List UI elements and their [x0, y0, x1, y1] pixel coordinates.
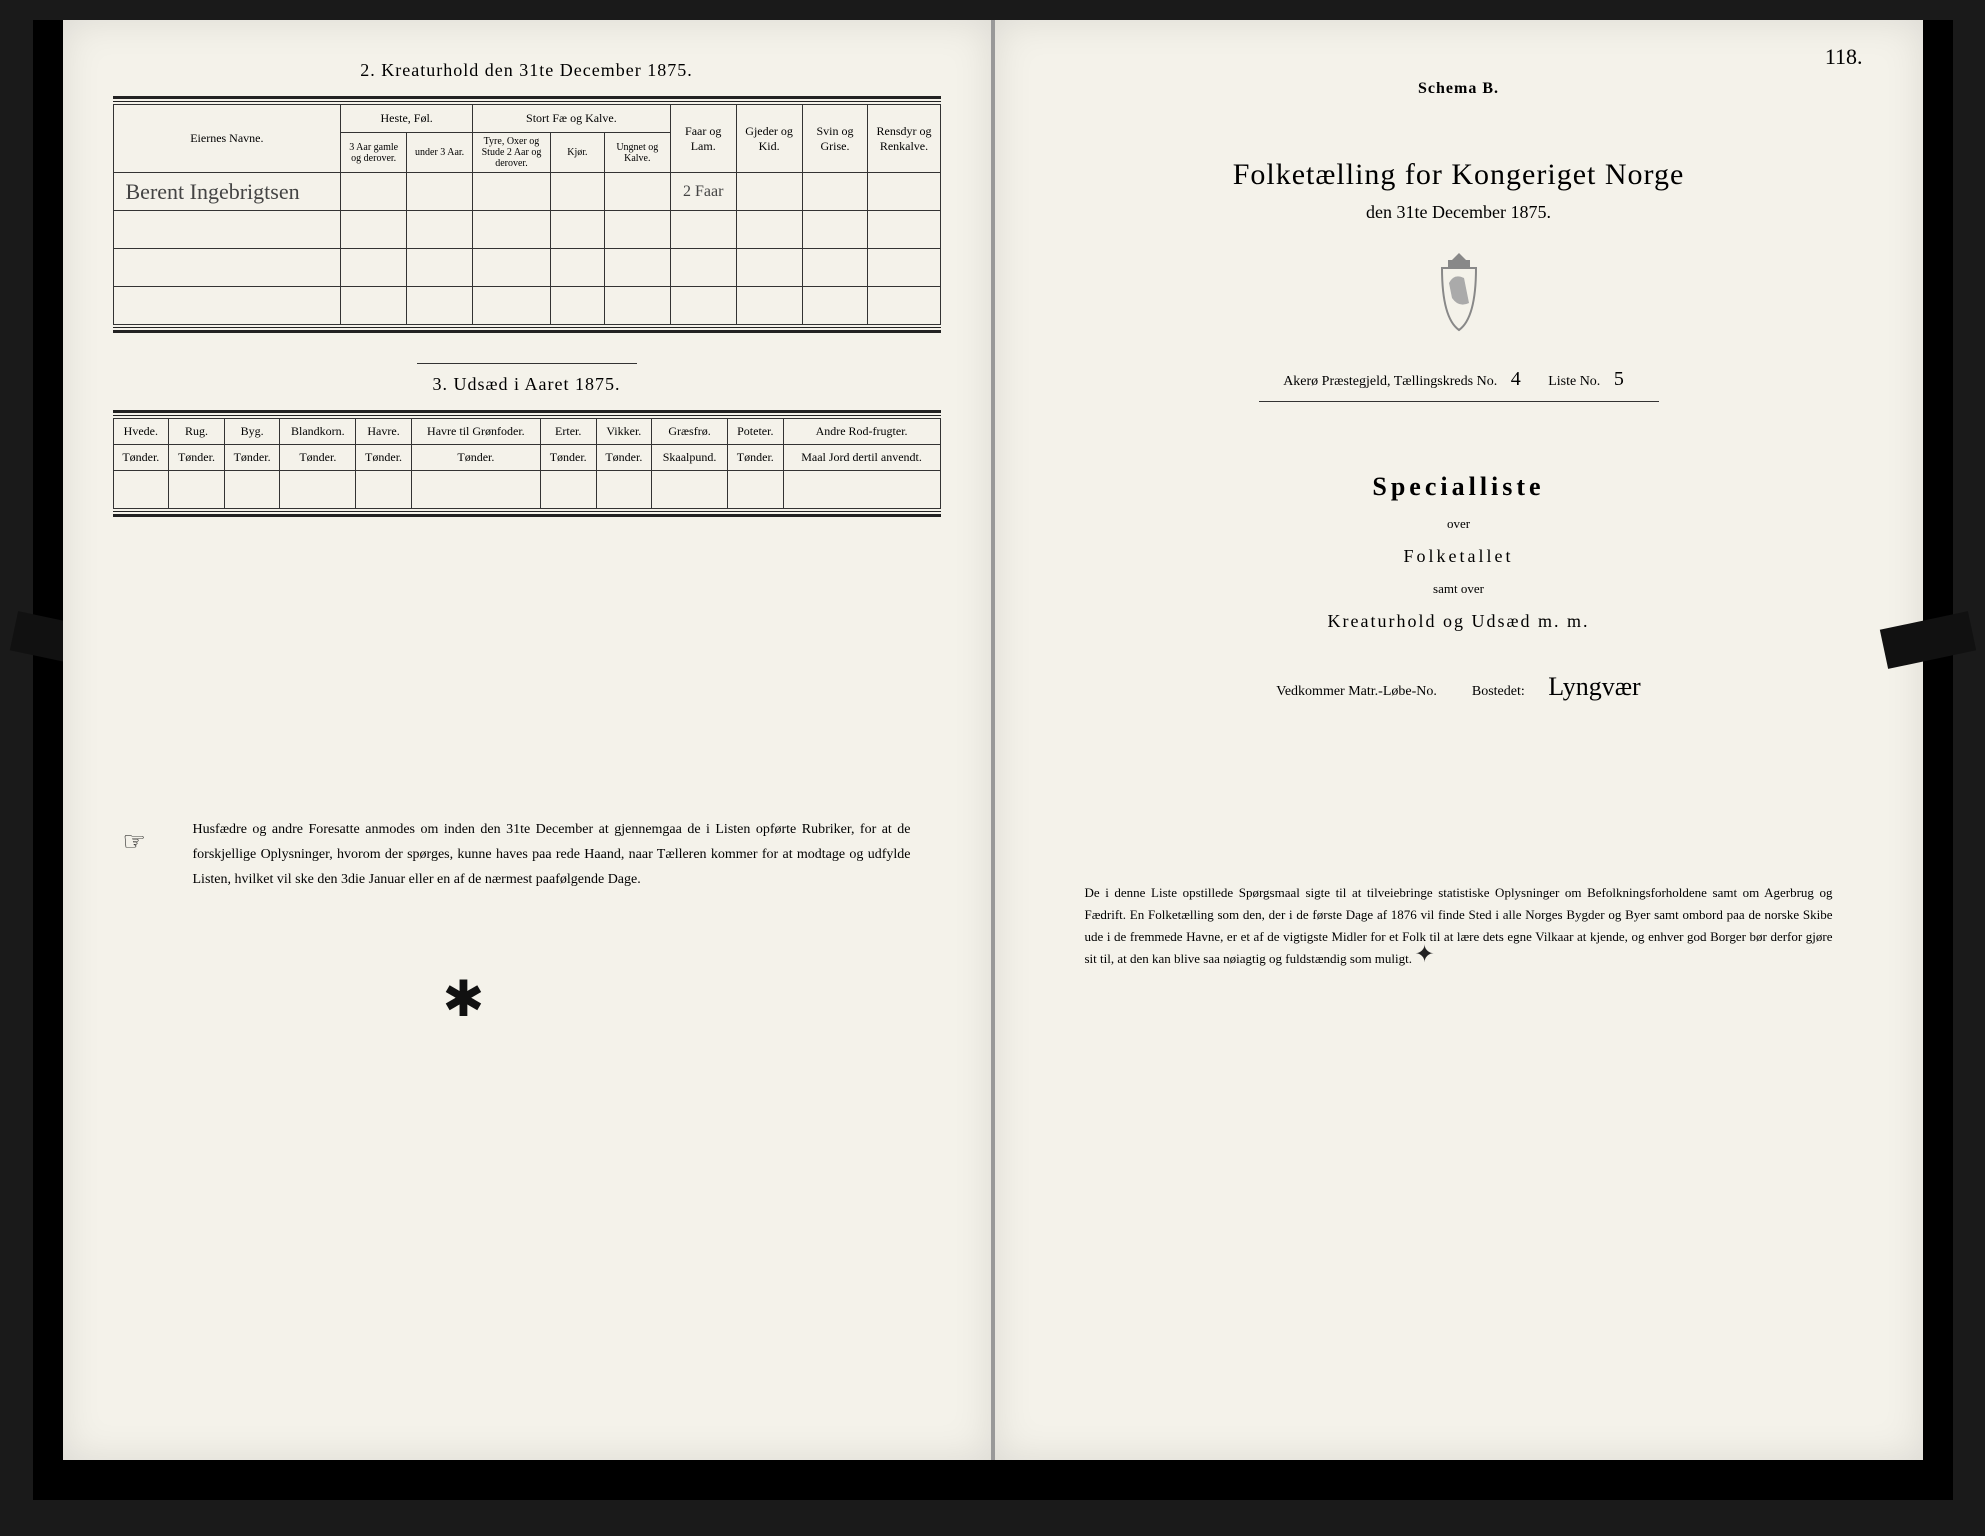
c6: Havre til Grønfoder. — [411, 419, 540, 445]
cell — [341, 173, 407, 211]
c2: Rug. — [169, 419, 225, 445]
c10: Poteter. — [727, 419, 783, 445]
liste-label: Liste No. — [1548, 374, 1600, 389]
u11: Maal Jord dertil anvendt. — [783, 445, 940, 471]
sub-stort-3: Ungnet og Kalve. — [604, 133, 670, 173]
footer-note-right: De i denne Liste opstillede Spørgsmaal s… — [1045, 882, 1873, 970]
cell — [113, 211, 341, 249]
table-row — [113, 249, 940, 287]
cell — [868, 173, 940, 211]
u1: Tønder. — [113, 445, 169, 471]
meta-prefix: Akerø Præstegjeld, Tællingskreds No. — [1283, 374, 1497, 389]
col-faar: Faar og Lam. — [670, 105, 736, 173]
u3: Tønder. — [224, 445, 280, 471]
sub-heste-2: under 3 Aar. — [407, 133, 473, 173]
rule — [113, 514, 941, 517]
u6: Tønder. — [411, 445, 540, 471]
vedkommer-line: Vedkommer Matr.-Løbe-No. Bostedet: Lyngv… — [1045, 672, 1873, 702]
ink-smudge: ✦ — [1415, 940, 1435, 969]
sub-heste-1: 3 Aar gamle og derover. — [341, 133, 407, 173]
divider — [417, 363, 637, 364]
c9: Græsfrø. — [652, 419, 728, 445]
folketallet-label: Folketallet — [1045, 546, 1873, 567]
right-page: 118. Schema B. Folketælling for Kongerig… — [993, 20, 1923, 1460]
sub-stort-1: Tyre, Oxer og Stude 2 Aar og derover. — [473, 133, 551, 173]
divider — [1259, 401, 1659, 402]
section-2-title: 2. Kreaturhold den 31te December 1875. — [113, 60, 941, 81]
table-row — [113, 471, 940, 509]
census-subtitle: den 31te December 1875. — [1045, 202, 1873, 223]
table-row — [113, 287, 940, 325]
cell — [550, 173, 604, 211]
cell — [604, 173, 670, 211]
ink-blot: ✱ — [443, 970, 485, 1028]
c5: Havre. — [356, 419, 412, 445]
col-eier: Eiernes Navne. — [113, 105, 341, 173]
col-gjeder: Gjeder og Kid. — [736, 105, 802, 173]
u7: Tønder. — [540, 445, 596, 471]
left-page: 2. Kreaturhold den 31te December 1875. E… — [63, 20, 993, 1460]
udsaed-table: Hvede. Rug. Byg. Blandkorn. Havre. Havre… — [113, 418, 941, 509]
kreaturhold-label: Kreaturhold og Udsæd m. m. — [1045, 611, 1873, 632]
meta-line: Akerø Præstegjeld, Tællingskreds No. 4 L… — [1045, 368, 1873, 391]
coat-of-arms-icon — [1045, 248, 1873, 343]
cell — [736, 173, 802, 211]
u9: Skaalpund. — [652, 445, 728, 471]
col-group-heste: Heste, Føl. — [341, 105, 473, 133]
liste-no: 5 — [1604, 368, 1634, 390]
c7: Erter. — [540, 419, 596, 445]
page-number: 118. — [1825, 44, 1863, 70]
cell — [473, 173, 551, 211]
samt-label: samt over — [1045, 581, 1873, 597]
rule — [113, 410, 941, 413]
owner-name: Berent Ingebrigtsen — [113, 173, 341, 211]
pointing-hand-icon: ☞ — [123, 819, 146, 866]
u8: Tønder. — [596, 445, 652, 471]
c8: Vikker. — [596, 419, 652, 445]
rule — [113, 101, 941, 102]
book-spread: 2. Kreaturhold den 31te December 1875. E… — [33, 20, 1953, 1500]
u2: Tønder. — [169, 445, 225, 471]
cell — [407, 173, 473, 211]
c4: Blandkorn. — [280, 419, 356, 445]
c11: Andre Rod-frugter. — [783, 419, 940, 445]
footer-note-left: ☞ Husfædre og andre Foresatte anmodes om… — [113, 817, 941, 893]
col-svin: Svin og Grise. — [802, 105, 868, 173]
section-3-title: 3. Udsæd i Aaret 1875. — [113, 374, 941, 395]
u5: Tønder. — [356, 445, 412, 471]
bosted-value: Lyngvær — [1528, 672, 1640, 701]
col-group-stort: Stort Fæ og Kalve. — [473, 105, 671, 133]
u4: Tønder. — [280, 445, 356, 471]
rule — [113, 96, 941, 99]
rule — [113, 511, 941, 512]
vedk-label-1: Vedkommer Matr.-Løbe-No. — [1276, 684, 1437, 699]
kreds-no: 4 — [1501, 368, 1531, 390]
schema-label: Schema B. — [1045, 80, 1873, 98]
rule — [113, 415, 941, 416]
cell — [113, 287, 341, 325]
footer-text: Husfædre og andre Foresatte anmodes om i… — [193, 822, 911, 887]
vedk-label-2: Bostedet: — [1472, 684, 1525, 699]
sub-stort-2: Kjør. — [550, 133, 604, 173]
table-row — [113, 211, 940, 249]
c3: Byg. — [224, 419, 280, 445]
over-label: over — [1045, 516, 1873, 532]
c1: Hvede. — [113, 419, 169, 445]
u10: Tønder. — [727, 445, 783, 471]
specialliste-heading: Specialliste — [1045, 472, 1873, 502]
kreaturhold-table: Eiernes Navne. Heste, Føl. Stort Fæ og K… — [113, 104, 941, 325]
cell — [802, 173, 868, 211]
col-rens: Rensdyr og Renkalve. — [868, 105, 940, 173]
cell — [113, 249, 341, 287]
table-row: Berent Ingebrigtsen 2 Faar — [113, 173, 940, 211]
census-title: Folketælling for Kongeriget Norge — [1045, 158, 1873, 192]
faar-value: 2 Faar — [670, 173, 736, 211]
rule — [113, 327, 941, 328]
rule — [113, 330, 941, 333]
